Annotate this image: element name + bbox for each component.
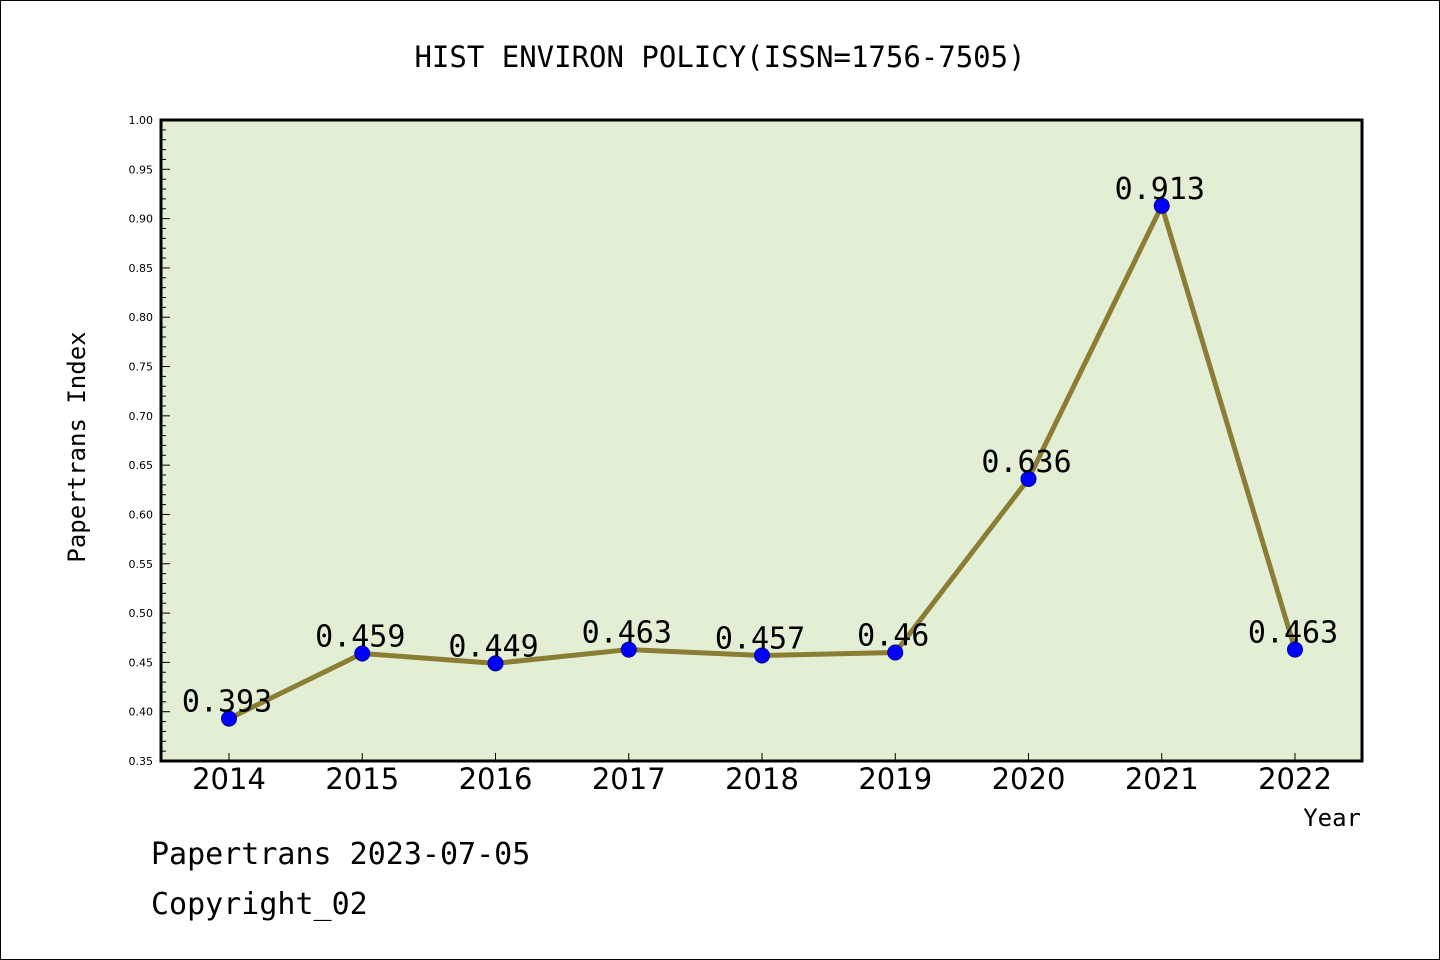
data-label: 0.457 [715, 621, 805, 656]
x-tick-label: 2021 [1125, 762, 1199, 796]
chart-title: HIST ENVIRON POLICY(ISSN=1756-7505) [414, 40, 1025, 74]
data-label: 0.463 [1248, 616, 1338, 651]
y-axis-ticks: 0.35 0.40 0.45 0.50 0.55 0.60 0.65 0.70 0.75 0.80… [129, 114, 170, 768]
y-tick-label: 0.90 [129, 213, 154, 226]
footer-copyright-text: Copyright_02 [151, 887, 368, 922]
footer-date-text: Papertrans 2023-07-05 [151, 837, 531, 872]
x-tick-label: 2015 [325, 762, 399, 796]
y-tick-label: 0.60 [129, 508, 154, 521]
x-tick-label: 2014 [192, 762, 266, 796]
y-tick-label: 0.55 [129, 558, 154, 571]
y-tick-label: 0.35 [129, 755, 154, 768]
x-tick-label: 2022 [1258, 762, 1332, 796]
y-tick-label: 0.75 [129, 361, 154, 374]
data-label: 0.393 [182, 685, 272, 720]
y-tick-label: 0.80 [129, 311, 154, 324]
x-tick-label: 2017 [592, 762, 666, 796]
data-point [1020, 470, 1037, 487]
x-tick-label: 2016 [459, 762, 533, 796]
data-label: 0.636 [981, 445, 1071, 480]
y-tick-label: 0.95 [129, 163, 154, 176]
x-tick-label: 2019 [858, 762, 932, 796]
data-label: 0.449 [448, 629, 538, 664]
y-tick-label: 0.70 [129, 410, 154, 423]
y-tick-label: 0.40 [129, 706, 154, 719]
data-point [221, 710, 237, 727]
y-tick-label: 0.65 [129, 459, 154, 472]
y-tick-label: 0.50 [129, 607, 154, 620]
y-tick-label: 0.45 [129, 656, 154, 669]
y-axis-label: Papertrans Index [63, 331, 91, 562]
data-label: 0.46 [857, 619, 929, 654]
y-tick-label: 1.00 [129, 114, 154, 127]
data-point [1153, 197, 1170, 214]
data-point [754, 647, 770, 664]
data-labels: 0.393 0.459 0.449 0.463 0.457 0.46 0.636 0.913 0… [182, 172, 1338, 720]
x-axis-ticks: 2014 2015 2016 2017 2018 2019 2020 2021 2022 [192, 753, 1332, 796]
data-point [354, 645, 371, 662]
x-tick-label: 2018 [725, 762, 799, 796]
series-line-group [221, 197, 1303, 727]
data-label: 0.463 [582, 616, 672, 651]
data-point [487, 655, 504, 672]
data-label: 0.459 [315, 620, 405, 655]
data-point [887, 644, 904, 661]
x-axis-label: Year [1303, 804, 1361, 832]
x-tick-label: 2020 [992, 762, 1066, 796]
data-point [620, 641, 637, 658]
y-tick-label: 0.85 [129, 262, 154, 275]
data-label: 0.913 [1115, 172, 1205, 207]
data-point [1287, 641, 1303, 658]
